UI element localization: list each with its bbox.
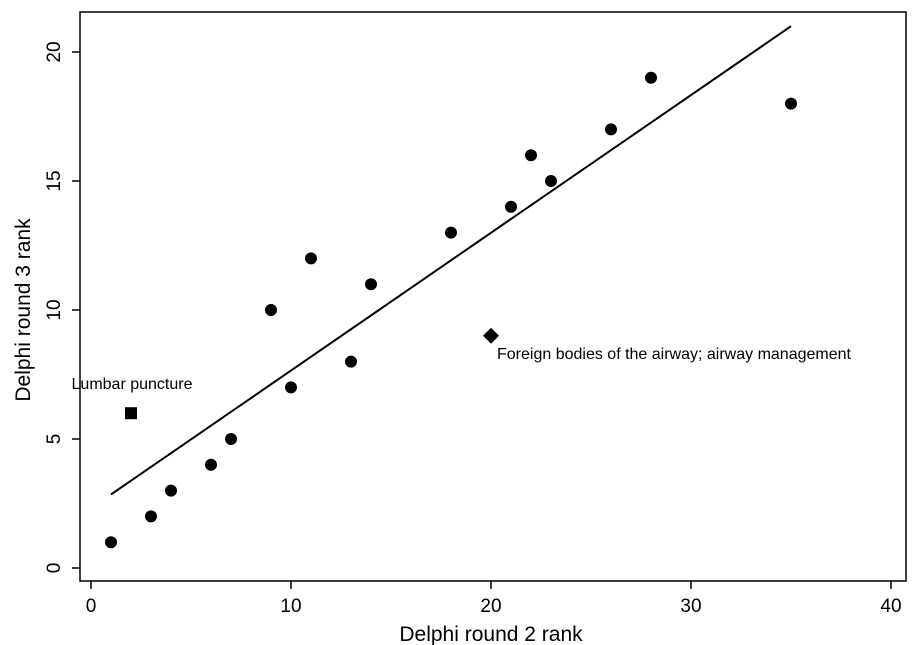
- data-point: [285, 381, 297, 394]
- y-tick-label: 10: [44, 299, 65, 320]
- data-point: [525, 149, 537, 162]
- data-point: [165, 484, 177, 497]
- data-point: [605, 123, 617, 136]
- data-points: Lumbar puncture Foreign bodies of the air…: [72, 71, 852, 549]
- y-tick-label: 5: [44, 434, 65, 445]
- x-tick-label: 30: [680, 596, 701, 617]
- data-point: [305, 252, 317, 265]
- annotation-label: Lumbar puncture: [72, 376, 193, 393]
- axis-ticks: 0 10 20 30 40 0 5 10 15 20: [44, 41, 902, 617]
- x-tick-label: 10: [280, 596, 301, 617]
- data-point: [225, 433, 237, 445]
- data-point: [345, 355, 357, 368]
- y-tick-label: 20: [44, 41, 65, 62]
- x-tick-label: 40: [880, 596, 901, 617]
- data-point: [445, 226, 457, 239]
- x-tick-label: 20: [480, 596, 501, 617]
- x-tick-label: 0: [86, 596, 97, 617]
- outlier-diamond-point: [483, 327, 499, 344]
- y-tick-label: 0: [44, 563, 65, 574]
- annotation-label: Foreign bodies of the airway; airway man…: [497, 346, 852, 363]
- data-point: [645, 71, 657, 84]
- data-point: [545, 175, 557, 187]
- x-axis-title: Delphi round 2 rank: [399, 623, 583, 645]
- outlier-square-point: [125, 407, 137, 420]
- data-point: [145, 510, 157, 523]
- y-tick-label: 15: [44, 170, 65, 191]
- data-point: [505, 200, 517, 213]
- plot-frame: [79, 11, 907, 582]
- y-axis-title: Delphi round 3 rank: [12, 218, 35, 402]
- data-point: [105, 536, 117, 549]
- data-point: [205, 458, 217, 471]
- data-point: [785, 97, 797, 110]
- data-point: [365, 278, 377, 291]
- data-point: [265, 304, 277, 316]
- fit-line: [110, 25, 792, 496]
